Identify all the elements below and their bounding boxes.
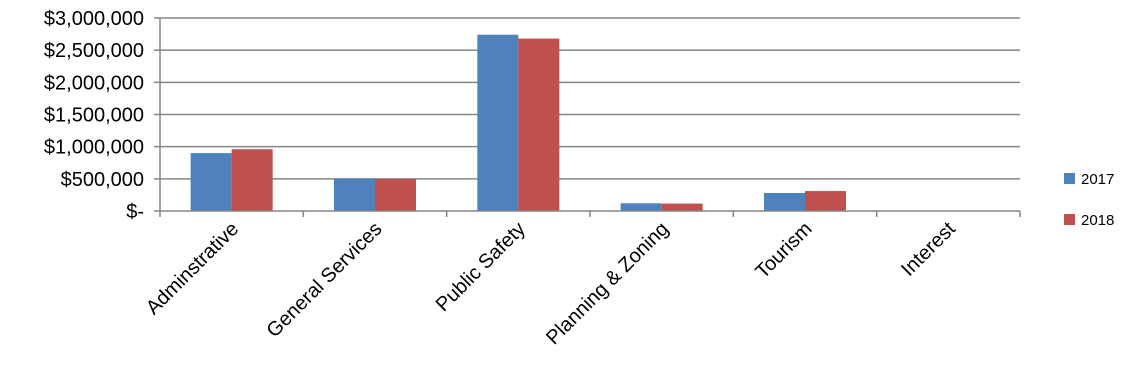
bar-2017 xyxy=(764,193,805,211)
y-tick-label: $2,000,000 xyxy=(44,72,144,94)
legend-swatch-2017 xyxy=(1064,173,1075,184)
bar-2017 xyxy=(477,35,518,211)
y-tick-label: $2,500,000 xyxy=(44,40,144,62)
x-category-label: Planning & Zoning xyxy=(542,218,673,349)
legend: 2017 2018 xyxy=(1064,171,1114,229)
x-category-label: Tourism xyxy=(751,218,816,283)
x-category-label: General Services xyxy=(263,218,387,342)
bar-2018 xyxy=(232,149,273,211)
legend-swatch-2018 xyxy=(1064,214,1075,225)
y-tick-label: $1,000,000 xyxy=(44,137,144,159)
legend-label: 2018 xyxy=(1081,212,1114,229)
bar-2018 xyxy=(375,179,416,211)
bar-2018 xyxy=(518,39,559,211)
bar-2017 xyxy=(334,179,375,211)
y-axis-tick-labels: $- $500,000 $1,000,000 $1,500,000 $2,000,000… xyxy=(44,8,144,223)
legend-label: 2017 xyxy=(1081,171,1114,188)
x-category-label: Interest xyxy=(897,218,960,281)
bar-2018 xyxy=(805,191,846,211)
bar-2017 xyxy=(191,153,232,211)
bar-2018 xyxy=(662,204,703,211)
x-category-label: Adminstrative xyxy=(142,218,243,319)
x-axis-category-labels: Adminstrative General Services Public Safe… xyxy=(142,218,960,349)
y-tick-label: $- xyxy=(126,201,144,223)
y-tick-label: $500,000 xyxy=(61,169,144,191)
gridlines xyxy=(160,18,1020,179)
y-tick-label: $1,500,000 xyxy=(44,105,144,127)
axes xyxy=(154,18,1020,217)
x-category-label: Public Safety xyxy=(432,218,530,316)
y-tick-label: $3,000,000 xyxy=(44,8,144,30)
bar-2017 xyxy=(621,203,662,211)
bars xyxy=(191,35,846,211)
